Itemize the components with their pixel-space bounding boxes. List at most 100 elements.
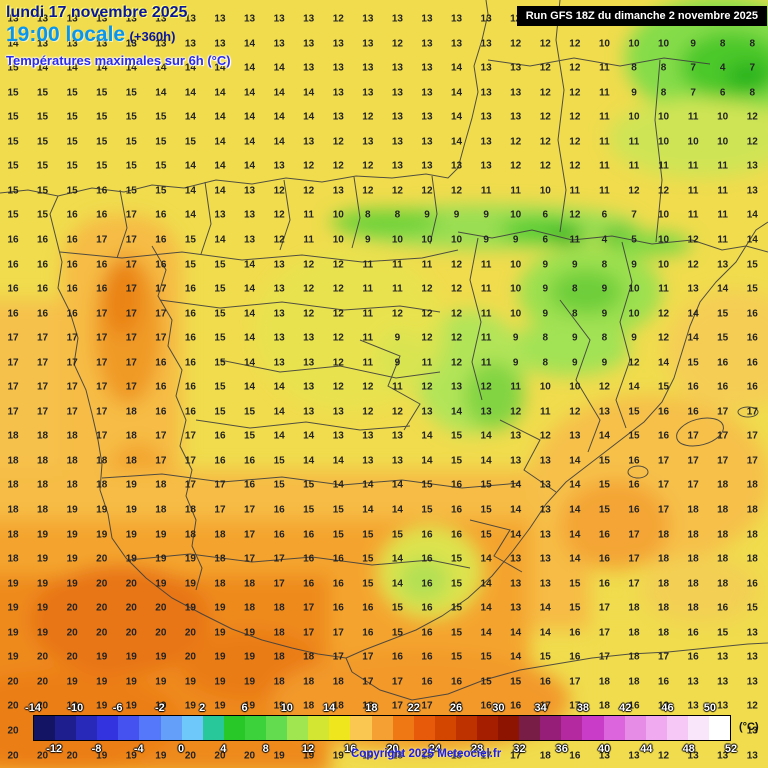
temp-value: 11 xyxy=(362,332,374,344)
colorbar-segment xyxy=(266,716,288,740)
temp-value: 14 xyxy=(303,111,315,123)
temp-value: 15 xyxy=(569,602,581,614)
temp-value: 20 xyxy=(66,627,78,639)
temp-value: 12 xyxy=(539,160,551,172)
colorbar-segment xyxy=(329,716,351,740)
temp-value: 13 xyxy=(391,87,403,99)
temp-value: 14 xyxy=(569,553,581,565)
temp-value: 13 xyxy=(480,136,492,148)
temp-value: 14 xyxy=(184,185,196,197)
temp-value: 13 xyxy=(214,38,226,50)
temp-value: 13 xyxy=(391,455,403,467)
temp-value: 8 xyxy=(660,62,667,74)
temp-value: 17 xyxy=(125,381,137,393)
temp-value: 13 xyxy=(332,185,344,197)
temp-value: 15 xyxy=(37,209,49,221)
temp-value: 17 xyxy=(598,651,610,663)
temp-value: 6 xyxy=(719,87,726,99)
temp-value: 13 xyxy=(303,13,315,25)
temp-value: 10 xyxy=(687,136,699,148)
temp-value: 18 xyxy=(657,578,670,590)
temp-value: 16 xyxy=(450,676,463,688)
temp-value: 13 xyxy=(362,136,374,148)
temp-value: 13 xyxy=(125,13,137,25)
temp-value: 16 xyxy=(37,234,49,246)
temp-value: 13 xyxy=(155,38,167,50)
coastlines-borders xyxy=(0,0,768,701)
temp-value: 16 xyxy=(332,602,344,614)
temp-value: 12 xyxy=(421,381,433,393)
temp-value: 12 xyxy=(569,136,581,148)
temp-value: 11 xyxy=(480,332,492,344)
temp-value: 13 xyxy=(273,283,285,295)
temp-value: 16 xyxy=(66,259,78,270)
colorbar-tick-label: 2 xyxy=(199,702,206,714)
temp-value: 9 xyxy=(690,38,696,50)
temp-value: 13 xyxy=(746,725,758,737)
colorbar-segment xyxy=(55,716,77,740)
temp-value: 14 xyxy=(569,529,581,541)
temp-value: 20 xyxy=(96,553,108,565)
colorbar-segment xyxy=(434,716,456,740)
temp-value: 12 xyxy=(569,209,581,221)
temp-value: 12 xyxy=(746,700,758,712)
temp-value: 15 xyxy=(539,651,551,663)
temp-value: 9 xyxy=(512,357,519,369)
temp-value: 14 xyxy=(66,62,78,74)
temp-value: 9 xyxy=(572,259,578,270)
temp-value: 12 xyxy=(569,160,581,172)
temp-value: 13 xyxy=(362,430,374,442)
temp-value: 14 xyxy=(214,87,226,99)
temp-value: 11 xyxy=(480,185,492,197)
temp-value: 12 xyxy=(628,357,640,369)
temp-value: 13 xyxy=(569,430,581,442)
temp-value: 14 xyxy=(362,479,374,491)
temp-value: 15 xyxy=(273,479,285,491)
temp-value: 17 xyxy=(243,553,256,565)
temp-value: 19 xyxy=(184,676,196,688)
temp-value: 10 xyxy=(657,259,670,270)
temp-value: 17 xyxy=(125,308,137,320)
temp-value: 14 xyxy=(273,381,285,393)
temp-value: 14 xyxy=(214,234,226,246)
temp-value: 18 xyxy=(598,676,610,688)
temp-value: 17 xyxy=(96,381,108,393)
temp-value: 9 xyxy=(394,332,401,344)
temp-value: 15 xyxy=(7,62,19,74)
temp-value: 16 xyxy=(421,529,433,541)
colorbar-segment xyxy=(97,716,119,740)
temp-value: 18 xyxy=(332,700,344,712)
temp-value: 14 xyxy=(155,87,167,99)
temp-value: 15 xyxy=(243,430,256,442)
temp-value: 17 xyxy=(569,676,581,688)
temp-value: 17 xyxy=(746,406,758,418)
temp-value: 15 xyxy=(184,136,196,148)
temp-value: 7 xyxy=(690,62,696,74)
colorbar-tick-label: 28 xyxy=(471,743,484,755)
temp-value: 15 xyxy=(450,602,463,614)
temp-value: 16 xyxy=(7,259,19,270)
temp-value: 9 xyxy=(601,357,608,369)
temp-value: 19 xyxy=(155,700,167,712)
temp-value: 16 xyxy=(450,479,463,491)
temp-value: 15 xyxy=(273,455,285,467)
temp-value: 16 xyxy=(214,455,226,467)
colorbar-segment xyxy=(350,716,372,740)
temp-value: 15 xyxy=(7,111,19,123)
temp-value: 11 xyxy=(303,209,314,221)
temp-value: 13 xyxy=(273,332,285,344)
temp-value: 15 xyxy=(480,676,492,688)
temp-value: 16 xyxy=(717,381,729,393)
temp-value: 15 xyxy=(362,578,374,590)
temp-value: 9 xyxy=(572,332,578,344)
temp-value: 14 xyxy=(243,160,256,172)
temp-value: 19 xyxy=(155,676,167,688)
temp-value: 16 xyxy=(746,308,758,320)
colorbar-tick-label: 40 xyxy=(597,743,611,755)
temp-value: 11 xyxy=(717,209,728,221)
temp-value: 5 xyxy=(631,234,637,246)
map-header: lundi 17 novembre 2025 19:00 locale (+36… xyxy=(6,4,231,68)
colorbar-tick-label: 8 xyxy=(262,743,269,755)
temp-value: 18 xyxy=(687,602,699,614)
temp-value: 17 xyxy=(273,578,285,590)
